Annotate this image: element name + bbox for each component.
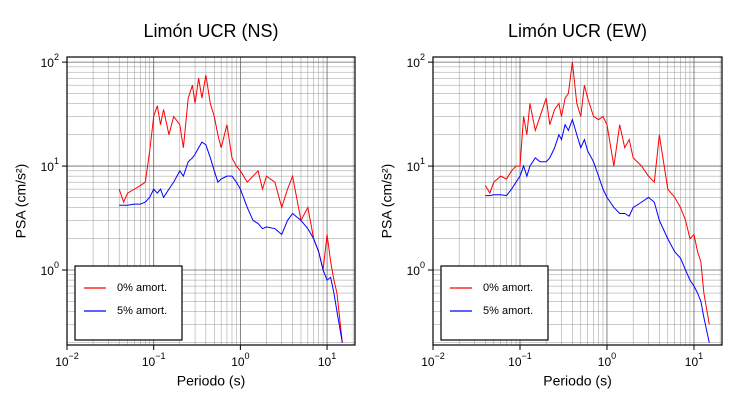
tick-label: 10−2 bbox=[421, 351, 445, 369]
plot-frame bbox=[432, 56, 723, 346]
tick-base: 10 bbox=[407, 264, 421, 278]
tick-label: 102 bbox=[407, 52, 425, 70]
tick-label: 100 bbox=[407, 260, 425, 278]
tick-base: 10 bbox=[142, 355, 156, 369]
x-axis-label: Periodo (s) bbox=[177, 373, 245, 389]
tick-base: 10 bbox=[41, 56, 55, 70]
tick-exp: 1 bbox=[54, 156, 59, 166]
tick-exp: 0 bbox=[611, 351, 616, 361]
tick-exp: −2 bbox=[69, 351, 79, 361]
chart-title: Limón UCR (NS) bbox=[143, 21, 278, 41]
tick-exp: 0 bbox=[420, 260, 425, 270]
tick-base: 10 bbox=[407, 160, 421, 174]
tick-label: 101 bbox=[685, 351, 703, 369]
x-axis-label: Periodo (s) bbox=[543, 373, 611, 389]
tick-base: 10 bbox=[598, 355, 612, 369]
series-line bbox=[119, 141, 343, 343]
y-axis-label: PSA (cm/s²) bbox=[13, 164, 29, 239]
legend-label: 0% amort. bbox=[483, 282, 533, 294]
legend-label: 5% amort. bbox=[483, 305, 533, 317]
legend-box bbox=[74, 265, 183, 341]
tick-label: 10−1 bbox=[508, 351, 532, 369]
tick-label: 101 bbox=[407, 156, 425, 174]
series-line bbox=[485, 117, 710, 343]
tick-exp: −1 bbox=[155, 351, 165, 361]
tick-exp: 2 bbox=[420, 52, 425, 62]
tick-exp: 0 bbox=[245, 351, 250, 361]
tick-label: 100 bbox=[231, 351, 249, 369]
series-line bbox=[484, 62, 710, 325]
tick-base: 10 bbox=[508, 355, 522, 369]
tick-label: 10−1 bbox=[142, 351, 166, 369]
tick-exp: −2 bbox=[435, 351, 445, 361]
tick-base: 10 bbox=[41, 264, 55, 278]
tick-base: 10 bbox=[231, 355, 245, 369]
tick-exp: 0 bbox=[54, 260, 59, 270]
tick-base: 10 bbox=[318, 355, 332, 369]
legend-label: 5% amort. bbox=[117, 305, 167, 317]
tick-exp: 1 bbox=[698, 351, 703, 361]
plot-frame bbox=[66, 56, 356, 346]
tick-base: 10 bbox=[685, 355, 699, 369]
tick-base: 10 bbox=[55, 355, 69, 369]
legend-box bbox=[440, 265, 549, 341]
tick-label: 101 bbox=[41, 156, 59, 174]
tick-base: 10 bbox=[41, 160, 55, 174]
y-axis-label: PSA (cm/s²) bbox=[379, 164, 395, 239]
tick-base: 10 bbox=[407, 56, 421, 70]
tick-exp: 1 bbox=[420, 156, 425, 166]
tick-base: 10 bbox=[421, 355, 435, 369]
tick-label: 100 bbox=[598, 351, 616, 369]
tick-exp: 2 bbox=[54, 52, 59, 62]
legend-label: 0% amort. bbox=[117, 282, 167, 294]
tick-exp: 1 bbox=[331, 351, 336, 361]
chart-title: Limón UCR (EW) bbox=[508, 21, 647, 41]
tick-label: 10−2 bbox=[55, 351, 79, 369]
tick-label: 101 bbox=[318, 351, 336, 369]
tick-label: 100 bbox=[41, 260, 59, 278]
tick-exp: −1 bbox=[522, 351, 532, 361]
tick-label: 102 bbox=[41, 52, 59, 70]
series-line bbox=[118, 75, 343, 343]
